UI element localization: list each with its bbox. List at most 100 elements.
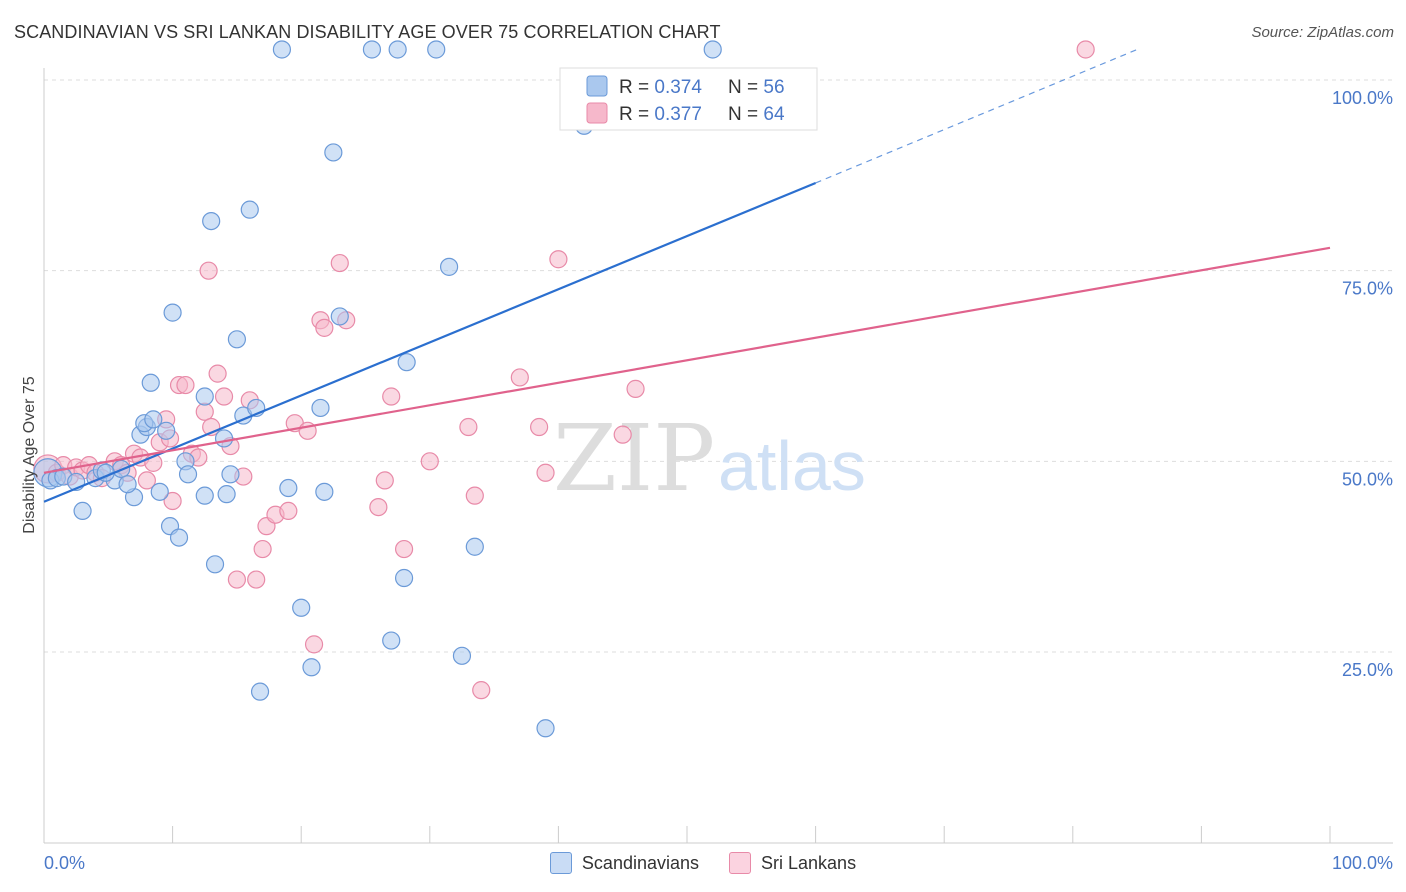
scandinavians-swatch — [549, 852, 572, 874]
sri-lankans-point-19 — [163, 491, 182, 511]
scandinavians-point-54 — [536, 719, 555, 738]
sri-lankans-point-45 — [369, 497, 388, 517]
sri-lankans-trend-line — [43, 246, 1331, 474]
legend-n-label-1: N = — [728, 77, 763, 98]
watermark-zip: ZIP — [553, 405, 715, 512]
scandinavians-point-34 — [240, 200, 259, 219]
scandinavians-point-48 — [394, 568, 414, 588]
sri-lankans-point-14 — [137, 471, 156, 490]
scandinavians-point-47 — [388, 40, 407, 59]
legend-n-label-2: N = — [728, 104, 763, 125]
scandinavians-point-21 — [163, 303, 182, 322]
scandinavians-point-45 — [362, 40, 382, 59]
sri-lankans-point-50 — [459, 417, 478, 437]
sri-lankans-point-47 — [382, 387, 401, 406]
y-axis-label: Disability Age Over 75 — [21, 376, 38, 534]
y-tick-label-100: 100.0% — [1332, 88, 1393, 108]
scandinavians-point-42 — [315, 482, 334, 501]
scandinavians-point-43 — [324, 143, 343, 162]
scandinavians-point-29 — [214, 429, 234, 448]
legend-swatch-scandinavians — [586, 75, 608, 97]
scandinavians-point-27 — [202, 211, 221, 231]
sri-lankans-point-37 — [279, 501, 298, 521]
scandinavians-point-24 — [178, 465, 198, 484]
sri-lankans-point-55 — [536, 463, 555, 482]
legend-row-1: R = 0.374 N = 56 — [619, 77, 785, 98]
scandinavians-point-56 — [703, 40, 722, 59]
sri-lankans-point-40 — [304, 635, 324, 654]
scandinavians-point-37 — [272, 40, 292, 59]
sri-lankans-point-34 — [253, 539, 272, 559]
scandinavians-trend-line — [43, 181, 817, 503]
sri-lankans-point-56 — [549, 250, 568, 269]
x-tick-label-0: 0.0% — [44, 853, 85, 873]
sri-lankans-point-43 — [330, 253, 349, 273]
sri-lankans-point-24 — [195, 402, 214, 421]
legend-r-value-2: 0.377 — [654, 104, 702, 125]
x-tick-label-100: 100.0% — [1332, 853, 1393, 873]
y-tick-label-25: 25.0% — [1342, 660, 1393, 680]
sri-lankans-point-53 — [510, 368, 529, 387]
scandinavians-point-18 — [141, 373, 160, 392]
sri-lankans-point-30 — [227, 570, 246, 589]
chart-title: SCANDINAVIAN VS SRI LANKAN DISABILITY AG… — [14, 22, 721, 42]
y-tick-label-50: 50.0% — [1342, 469, 1393, 489]
sri-lankans-point-33 — [247, 570, 266, 589]
bottom-legend-sri-lankans: Sri Lankans — [729, 852, 856, 874]
scandinavians-point-44 — [330, 307, 349, 326]
source-credit: Source: ZipAtlas.com — [1251, 24, 1394, 41]
grid-lines — [44, 79, 1393, 653]
scandinavians-point-53 — [465, 537, 484, 556]
scandinavians-point-38 — [279, 478, 298, 498]
scandinavians-point-49 — [397, 353, 416, 372]
scandinavians-point-25 — [195, 387, 214, 406]
sri-lankans-point-49 — [420, 452, 439, 471]
y-tick-label-75: 75.0% — [1342, 279, 1393, 299]
watermark-atlas: atlas — [718, 427, 866, 505]
scandinavians-point-22 — [169, 528, 189, 547]
scandinavians-point-40 — [302, 658, 321, 677]
legend-box: R = 0.374 N = 56 R = 0.377 N = 64 — [559, 67, 818, 131]
scandinavians-point-32 — [227, 330, 246, 349]
sri-lankans-point-58 — [626, 379, 645, 398]
legend-row-2: R = 0.377 N = 64 — [619, 104, 785, 125]
tick-labels: 25.0% 50.0% 75.0% 100.0% 0.0% 100.0% — [44, 88, 1393, 873]
legend-r-label-1: R = — [619, 77, 654, 98]
sri-lankans-point-42 — [315, 318, 334, 337]
scandinavians-point-52 — [452, 646, 472, 665]
sri-lankans-point-54 — [530, 417, 549, 437]
sri-lankans-swatch — [729, 852, 752, 874]
scandinavians-point-39 — [292, 598, 311, 617]
sri-lankans-point-48 — [394, 539, 414, 559]
legend-r-label-2: R = — [619, 104, 654, 125]
legend-r-value-1: 0.374 — [654, 77, 702, 98]
sri-lankans-point-28 — [214, 387, 234, 406]
scandinavians-point-5 — [73, 501, 92, 521]
bottom-legend: Scandinavians Sri Lankans — [0, 852, 1406, 874]
scandinavians-trend-extension — [815, 48, 1138, 184]
scandinavians-point-50 — [427, 40, 446, 59]
scandinavians-point-17 — [157, 421, 176, 440]
trend-lines — [43, 48, 1331, 503]
scandinavians-point-12 — [118, 475, 137, 494]
legend-n-value-1: 56 — [763, 77, 784, 98]
sri-lankans-point-21 — [176, 375, 195, 395]
scandinavians-point-30 — [217, 485, 236, 504]
scandinavians-point-28 — [205, 555, 225, 574]
scandinavians-point-41 — [311, 398, 330, 418]
sri-lankans-point-46 — [375, 471, 394, 490]
scandinavians-point-46 — [382, 631, 401, 650]
scandinavians-point-51 — [439, 257, 459, 276]
scandinavians-point-36 — [250, 682, 270, 701]
legend-n-value-2: 64 — [763, 104, 785, 125]
sri-lankans-point-59 — [1076, 40, 1095, 59]
scandinavians-point-26 — [195, 486, 214, 505]
bottom-legend-scandinavians: Scandinavians — [549, 852, 700, 874]
sri-lankans-points — [33, 40, 1095, 700]
sri-lankans-point-52 — [472, 681, 491, 700]
bottom-legend-label-scandinavians: Scandinavians — [581, 852, 700, 873]
scandinavians-point-16 — [144, 410, 163, 429]
scandinavians-point-31 — [221, 465, 240, 484]
legend-swatch-sri-lankans — [586, 102, 608, 124]
